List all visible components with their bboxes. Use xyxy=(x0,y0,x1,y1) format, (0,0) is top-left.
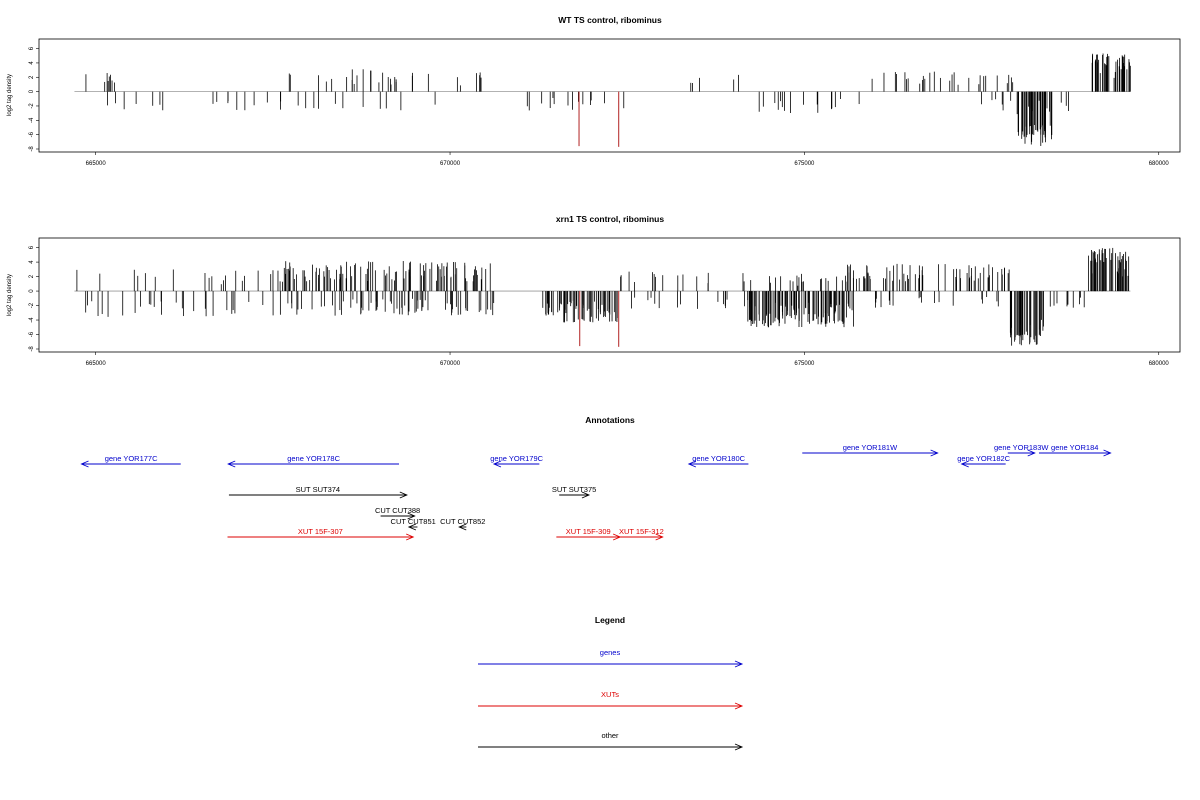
annotation-label: XUT 15F-312 xyxy=(619,527,664,536)
annotation-label: gene YOR182C xyxy=(957,454,1010,463)
annotation-arrowhead xyxy=(687,460,697,468)
annotation-arrowhead xyxy=(960,460,969,468)
x-tick-label: 670000 xyxy=(440,161,461,167)
annotation-label: gene YOR180C xyxy=(692,454,745,463)
annotation-label: gene YOR179C xyxy=(490,454,543,463)
annotations-title: Annotations xyxy=(585,415,635,425)
wt-coverage-panel: WT TS control, ribominus log2 tag densit… xyxy=(7,15,1181,167)
wt-y-axis-label: log2 tag density xyxy=(7,74,13,116)
xrn1-x-tick-labels: 665000 670000 675000 680000 xyxy=(86,352,1170,367)
annotation-arrowhead xyxy=(227,460,236,468)
xrn1-panel-title: xrn1 TS control, ribominus xyxy=(556,214,664,224)
legend-items: genes XUTs other xyxy=(478,648,744,751)
plot-frame xyxy=(38,38,1181,153)
y-tick-label: -2 xyxy=(29,103,35,109)
annotation-arrowhead xyxy=(655,533,664,541)
annotation-label: gene YOR184 xyxy=(1051,443,1098,452)
annotation-arrowhead xyxy=(406,533,415,541)
annotation-arrowhead xyxy=(930,449,939,457)
y-tick-label: 0 xyxy=(29,289,35,293)
annotation-label: XUT 15F-309 xyxy=(566,527,611,536)
plot-frame xyxy=(38,237,1181,353)
wt-y-tick-labels: 6 4 2 0 -2 -4 -6 -8 xyxy=(29,46,39,152)
annotation-arrowhead xyxy=(1027,449,1036,457)
annotation-arrowhead xyxy=(492,460,502,468)
wt-x-tick-labels: 665000 670000 675000 680000 xyxy=(86,152,1170,167)
xrn1-y-tick-labels: 6 4 2 0 -2 -4 -6 -8 xyxy=(29,245,39,352)
y-tick-label: -4 xyxy=(29,317,35,323)
annotation-label: CUT CUT388 xyxy=(375,506,420,515)
annotation-arrowhead xyxy=(1103,449,1112,457)
y-tick-label: 0 xyxy=(29,89,35,93)
x-tick-label: 665000 xyxy=(86,361,107,367)
wt-panel-title: WT TS control, ribominus xyxy=(558,15,662,25)
legend-arrowhead xyxy=(734,702,744,710)
annotation-arrowhead xyxy=(80,460,89,468)
y-tick-label: 4 xyxy=(29,260,35,264)
annotation-label: gene YOR178C xyxy=(287,454,340,463)
legend-label: genes xyxy=(600,648,621,657)
annotation-arrowhead xyxy=(581,491,591,499)
annotation-label: SUT SUT374 xyxy=(296,485,340,494)
y-tick-label: -6 xyxy=(29,131,35,137)
annotation-label: gene YOR183W xyxy=(994,443,1049,452)
annotation-label: XUT 15F-307 xyxy=(298,527,343,536)
annotations-panel: Annotations gene YOR177C gene YOR178C gene… xyxy=(80,415,1112,541)
y-tick-label: -8 xyxy=(29,346,35,352)
y-tick-label: 6 xyxy=(29,46,35,50)
xrn1-coverage-panel: xrn1 TS control, ribominus log2 tag dens… xyxy=(7,214,1181,367)
x-tick-label: 675000 xyxy=(794,161,815,167)
y-tick-label: 6 xyxy=(29,245,35,249)
x-tick-label: 675000 xyxy=(794,361,815,367)
annotation-label: SUT SUT375 xyxy=(552,485,596,494)
x-tick-label: 665000 xyxy=(86,161,107,167)
legend-label: other xyxy=(601,731,619,740)
wt-coverage-bars xyxy=(74,53,1131,147)
annotation-label: CUT CUT851 xyxy=(391,517,436,526)
annotation-arrowhead xyxy=(612,533,622,541)
y-tick-label: 2 xyxy=(29,274,35,278)
annotation-label: gene YOR181W xyxy=(843,443,898,452)
legend-arrowhead xyxy=(734,743,744,751)
annotation-label: CUT CUT852 xyxy=(440,517,485,526)
annotation-features: gene YOR177C gene YOR178C gene YOR179C gene… xyxy=(80,443,1112,541)
annotation-arrowhead xyxy=(399,491,408,499)
legend-title: Legend xyxy=(595,615,625,625)
legend: Legend genes XUTs other xyxy=(478,615,744,751)
y-tick-label: -4 xyxy=(29,117,35,123)
y-tick-label: 4 xyxy=(29,61,35,65)
legend-arrowhead xyxy=(734,660,744,668)
x-tick-label: 680000 xyxy=(1149,361,1170,367)
legend-label: XUTs xyxy=(601,690,619,699)
xrn1-coverage-bars xyxy=(74,247,1131,347)
x-tick-label: 670000 xyxy=(440,361,461,367)
y-tick-label: -8 xyxy=(29,146,35,152)
y-tick-label: 2 xyxy=(29,75,35,79)
y-tick-label: -2 xyxy=(29,302,35,308)
xrn1-y-axis-label: log2 tag density xyxy=(7,274,13,316)
annotation-arrowhead xyxy=(407,512,416,520)
y-tick-label: -6 xyxy=(29,331,35,337)
annotation-arrowhead xyxy=(458,523,467,531)
x-tick-label: 680000 xyxy=(1149,161,1170,167)
annotation-arrowhead xyxy=(407,523,417,531)
annotation-label: gene YOR177C xyxy=(105,454,158,463)
